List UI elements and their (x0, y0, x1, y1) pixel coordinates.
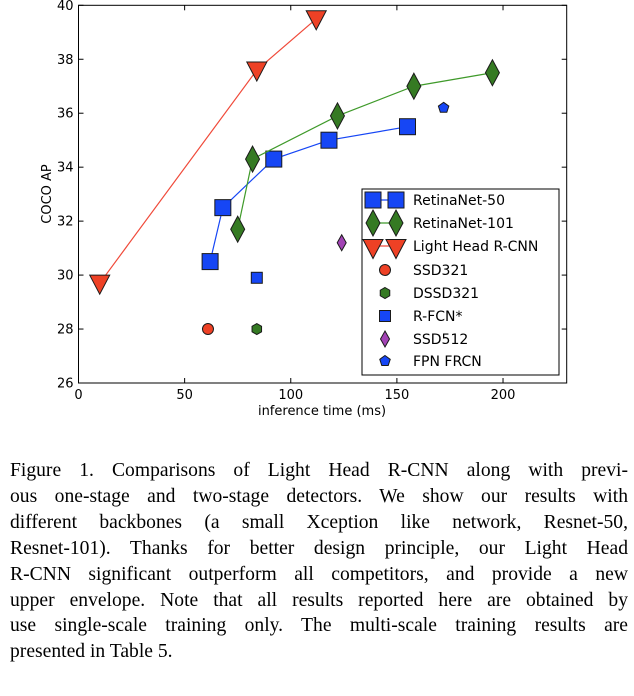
caption-line: upper envelope. Note that all results re… (10, 589, 628, 611)
y-tick-label: 36 (57, 107, 74, 122)
series-r-fcn- (250, 271, 263, 284)
x-tick-label: 150 (384, 388, 409, 403)
series-light-head-r-cnn (88, 10, 328, 296)
series-layer (88, 10, 500, 336)
x-tick-label: 0 (74, 388, 82, 403)
legend-label: FPN FRCN (413, 354, 482, 370)
legend-label: R-FCN* (413, 309, 463, 325)
legend: RetinaNet-50 RetinaNet-101 Light Head R-CN… (361, 188, 560, 376)
legend-marker (388, 208, 404, 238)
figure-caption: Figure 1. Comparisons of Light Head R-CN… (10, 458, 628, 665)
legend-entry: SSD321 (379, 263, 468, 279)
legend-label: SSD321 (413, 263, 468, 279)
data-point (245, 61, 268, 83)
data-point (329, 101, 346, 130)
legend-marker (379, 354, 391, 366)
legend-label: SSD512 (413, 332, 468, 348)
series-line (99, 18, 317, 284)
data-point (244, 145, 261, 174)
caption-line: Resnet-101). Thanks for better design pr… (10, 537, 628, 559)
y-tick-label: 38 (57, 53, 74, 68)
caption-line: use single-scale training only. The mult… (10, 615, 628, 637)
legend-entry: DSSD321 (379, 286, 479, 302)
legend-entry: FPN FRCN (379, 354, 482, 370)
data-point (406, 72, 422, 101)
series-fpn-frcn (437, 101, 450, 113)
y-tick-label: 28 (57, 323, 74, 338)
caption-line: different backbones (a small Xception li… (10, 511, 628, 533)
series-ssd321 (201, 323, 214, 336)
series-retinanet-50 (201, 118, 417, 271)
legend-entry: RetinaNet-101 (365, 208, 514, 238)
legend-marker (364, 191, 382, 209)
data-point (250, 271, 263, 284)
legend-entry: Light Head R-CNN (362, 239, 538, 260)
legend-marker (379, 264, 391, 276)
y-tick-label: 32 (57, 215, 74, 230)
chart: 0 50 100 150 200 26 28 30 32 34 36 38 40 RetinaNet-5… (40, 0, 568, 419)
series-ssd512 (336, 233, 347, 252)
legend-marker (387, 191, 405, 209)
data-point (251, 322, 263, 336)
caption-line: ous one-stage and two-stage detectors. W… (10, 485, 628, 507)
data-point (399, 118, 417, 136)
data-point (214, 199, 232, 217)
data-point (484, 58, 500, 87)
plot-frame (78, 4, 568, 384)
axes: 0 50 100 150 200 26 28 30 32 34 36 38 40 (57, 0, 568, 403)
caption-line: R-CNN significant outperform all competi… (10, 563, 628, 585)
x-tick-label: 100 (278, 388, 303, 403)
series-retinanet-101 (230, 58, 500, 244)
series-dssd321 (251, 322, 263, 336)
data-point (201, 323, 214, 336)
data-point (320, 131, 338, 149)
legend-marker (362, 239, 384, 260)
caption-line: presented in Table 5. (10, 641, 173, 663)
x-axis-label: inference time (ms) (258, 404, 386, 419)
legend-entry: SSD512 (379, 329, 468, 349)
legend-marker (379, 329, 391, 349)
y-tick-label: 26 (57, 377, 74, 392)
data-point (88, 274, 111, 296)
y-tick-label: 34 (57, 161, 74, 176)
legend-entry: R-FCN* (379, 309, 463, 325)
data-point (437, 101, 450, 113)
y-axis-label: COCO AP (40, 164, 55, 224)
x-tick-label: 200 (491, 388, 516, 403)
legend-marker (365, 208, 381, 238)
data-point (230, 215, 246, 244)
legend-label: DSSD321 (413, 286, 479, 302)
legend-entry: RetinaNet-50 (364, 191, 505, 209)
data-point (336, 233, 347, 252)
data-point (265, 150, 283, 168)
y-tick-label: 30 (57, 269, 74, 284)
legend-label: Light Head R-CNN (413, 239, 538, 255)
caption-line: Figure 1. Comparisons of Light Head R-CN… (10, 460, 628, 481)
legend-label: RetinaNet-50 (413, 193, 505, 209)
data-point (201, 253, 219, 271)
x-tick-label: 50 (176, 388, 193, 403)
data-point (305, 10, 328, 31)
legend-marker (379, 286, 391, 300)
legend-marker (385, 239, 407, 260)
legend-marker (379, 310, 391, 322)
legend-label: RetinaNet-101 (413, 216, 514, 232)
y-tick-label: 40 (57, 0, 74, 14)
